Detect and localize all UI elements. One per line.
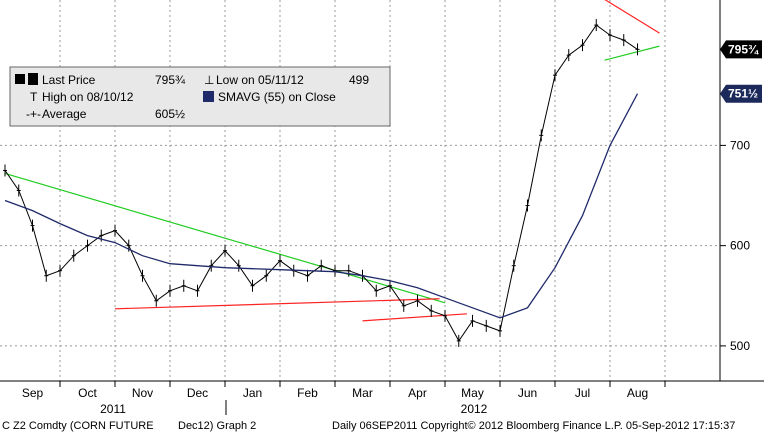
legend-label-smavg: SMAVG (55) on Close — [218, 90, 336, 104]
x-axis: Sep Oct Nov Dec Jan Feb Mar Apr May Jun Jul Aug — [22, 381, 666, 400]
average-marker-icon: -+- — [26, 107, 41, 121]
y-tick-label: 700 — [730, 138, 750, 152]
series-line-smavg — [4, 93, 639, 319]
x-tick-label: Nov — [132, 386, 153, 400]
value-badge-label: 795¾ — [728, 42, 759, 56]
last-value-badges: 795¾ 751½ — [720, 40, 762, 103]
year-labels: 2011 2012 — [100, 400, 488, 416]
x-tick-label: Jan — [243, 386, 262, 400]
x-tick-label: Dec — [187, 386, 208, 400]
x-tick-label: Sep — [22, 386, 44, 400]
value-badge-label: 751½ — [728, 87, 758, 101]
x-tick-label: Aug — [627, 386, 648, 400]
y-tick-label: 500 — [730, 339, 750, 353]
legend-swatch-last-price — [15, 74, 25, 84]
year-label-2012: 2012 — [461, 402, 488, 416]
legend: Last Price 795¾ ⊥ Low on 05/11/12 499 T … — [9, 66, 391, 127]
legend-label-high: High on 08/10/12 — [42, 90, 134, 104]
x-tick-label: Feb — [297, 386, 318, 400]
legend-box — [9, 66, 391, 127]
legend-label-low: Low on 05/11/12 — [216, 73, 304, 87]
legend-value-low: 499 — [349, 73, 369, 87]
legend-value-last-price: 795¾ — [155, 73, 186, 87]
legend-swatch-last-price-box — [28, 73, 38, 85]
x-tick-label: Mar — [352, 386, 373, 400]
trendline — [362, 313, 468, 322]
x-tick-label: May — [461, 386, 484, 400]
value-badge — [720, 84, 762, 103]
legend-swatch-smavg — [203, 91, 214, 102]
high-marker-icon: T — [30, 90, 38, 104]
trendline — [114, 298, 440, 310]
plot-background — [0, 0, 720, 381]
value-badge — [720, 40, 762, 59]
legend-label-average: Average — [42, 107, 87, 121]
legend-label-last-price: Last Price — [42, 73, 96, 87]
y-tick-label: 600 — [730, 239, 750, 253]
footer-background — [0, 418, 764, 433]
footer-copyright: Daily 06SEP2011 Copyright© 2012 Bloomber… — [332, 420, 735, 432]
trendline — [604, 45, 660, 61]
x-tick-label: Apr — [408, 386, 427, 400]
x-tick-label: Jun — [518, 386, 537, 400]
y-axis: 500 600 700 — [720, 138, 750, 353]
series-group — [3, 19, 640, 347]
footer-graph: Dec12) Graph 2 — [178, 420, 256, 432]
x-tick-label: Oct — [78, 386, 97, 400]
x-tick-label: Jul — [575, 386, 590, 400]
legend-value-average: 605½ — [155, 107, 185, 121]
low-marker-icon: ⊥ — [204, 73, 214, 87]
trendline — [4, 172, 446, 304]
trendlines — [4, 0, 660, 322]
footer-security: C Z2 Comdty (CORN FUTURE — [2, 420, 154, 432]
year-label-2011: 2011 — [100, 402, 126, 416]
trendline — [604, 0, 660, 34]
